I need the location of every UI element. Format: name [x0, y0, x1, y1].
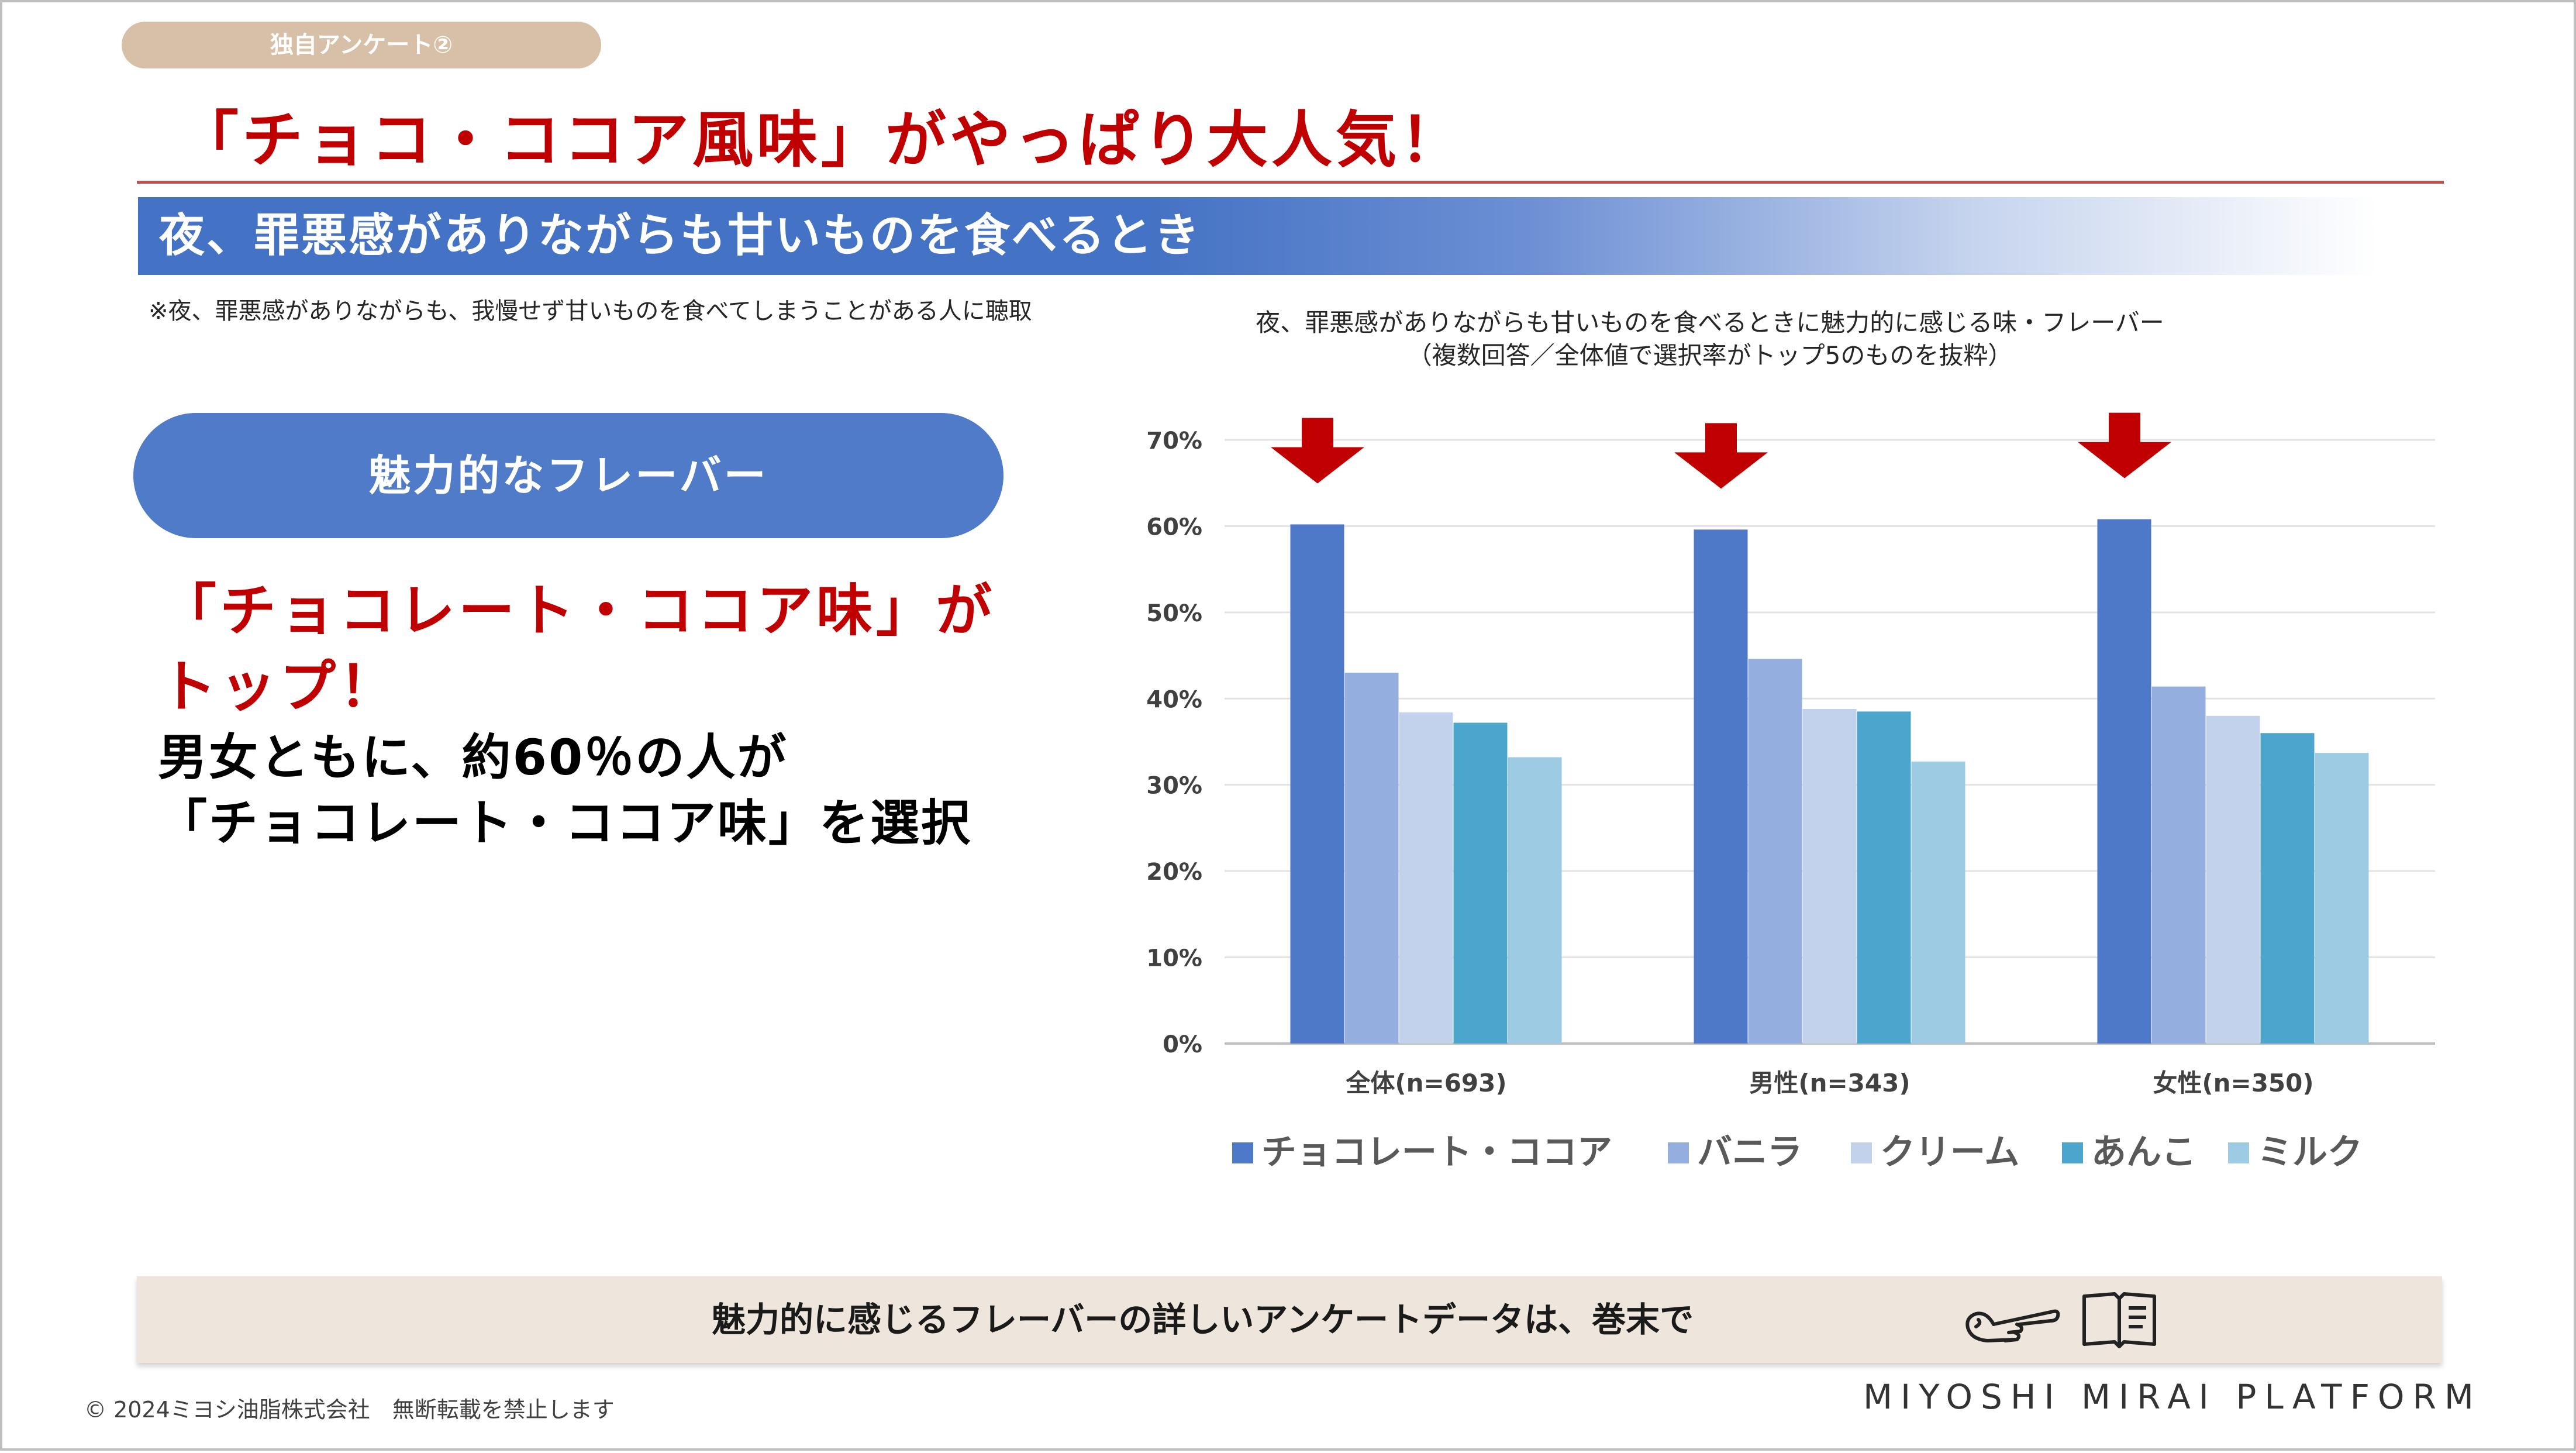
pointing-hand-icon [1965, 1309, 2060, 1342]
legend-label: バニラ [1697, 1132, 1802, 1173]
legend-label: あんこ [2091, 1132, 2196, 1173]
legend-label: チョコレート・ココア [1261, 1132, 1612, 1173]
chart-title: 夜、罪悪感がありながらも甘いものを食べるときに魅力的に感じる味・フレーバー （複… [1195, 307, 2225, 372]
bar [1399, 712, 1453, 1044]
bar [1911, 761, 1965, 1044]
bar [1748, 659, 1802, 1044]
bar [2097, 519, 2151, 1044]
y-tick-label: 70% [1146, 428, 1202, 455]
highlight-arrow [1674, 423, 1768, 489]
legend-swatch [1851, 1142, 1872, 1163]
bar [2260, 733, 2315, 1044]
y-tick-label: 40% [1146, 686, 1202, 713]
open-book-icon [2082, 1292, 2156, 1348]
chart-title-line-1: 夜、罪悪感がありながらも甘いものを食べるときに魅力的に感じる味・フレーバー [1256, 308, 2164, 337]
bar [2206, 715, 2260, 1044]
y-tick-label: 50% [1146, 600, 1202, 627]
y-tick-label: 30% [1146, 773, 1202, 800]
bar [1344, 673, 1399, 1044]
bar [1290, 524, 1344, 1044]
headline-rule [137, 181, 2444, 184]
highlight-arrow [1271, 418, 1364, 484]
bar [2315, 753, 2369, 1044]
survey-note: ※夜、罪悪感がありながらも、我慢せず甘いものを食べてしまうことがある人に聴取 [149, 298, 1032, 325]
bar [1694, 529, 1748, 1044]
y-tick-label: 0% [1163, 1031, 1202, 1058]
legend-label: クリーム [1880, 1132, 2019, 1173]
legend-swatch [1668, 1142, 1689, 1163]
x-tick-label: 全体(n=693) [1345, 1069, 1506, 1097]
y-tick-label: 60% [1146, 514, 1202, 540]
x-tick-label: 女性(n=350) [2153, 1069, 2313, 1097]
flavor-pill: 魅力的なフレーバー [133, 413, 1003, 538]
bottom-callout-text: 魅力的に感じるフレーバーの詳しいアンケートデータは、巻末で [712, 1300, 1694, 1340]
copyright: © 2024ミヨシ油脂株式会社 無断転載を禁止します [84, 1397, 615, 1423]
legend-swatch [1232, 1142, 1253, 1163]
headline-claim: 「チョコレート・ココア味」が トップ！ [160, 573, 1096, 725]
bar [2151, 686, 2206, 1044]
bar [1508, 757, 1562, 1044]
section-tag: 独自アンケート② [122, 22, 601, 68]
support-line-2: 「チョコレート・ココア味」を選択 [158, 794, 973, 852]
subheader-band: 夜、罪悪感がありながらも甘いものを食べるとき [138, 197, 2378, 275]
supporting-claim: 男女ともに、約60％の人が 「チョコレート・ココア味」を選択 [158, 725, 972, 856]
legend-label: ミルク [2257, 1132, 2363, 1173]
highlight-arrow [2078, 412, 2171, 478]
bar [1802, 708, 1857, 1044]
chart-title-line-2: （複数回答／全体値で選択率がトップ5のものを抜粋） [1407, 341, 2013, 370]
legend-swatch [2062, 1142, 2083, 1163]
brand-wordmark: MIYOSHI MIRAI PLATFORM [1863, 1377, 2482, 1417]
legend-swatch [2228, 1142, 2249, 1163]
support-line-1: 男女ともに、約60％の人が [158, 729, 788, 786]
bar [1857, 711, 1911, 1044]
subheader-text: 夜、罪悪感がありながらも甘いものを食べるとき [159, 209, 1202, 262]
y-tick-label: 20% [1146, 859, 1202, 886]
x-tick-label: 男性(n=343) [1749, 1069, 1910, 1097]
y-tick-label: 10% [1146, 945, 1202, 972]
page-headline: 「チョコ・ココア風味」がやっぱり大人気！ [178, 104, 1465, 175]
bar [1453, 722, 1508, 1044]
claim-line-1: 「チョコレート・ココア味」が [160, 578, 995, 643]
claim-line-2: トップ！ [160, 654, 399, 719]
bottom-callout: 魅力的に感じるフレーバーの詳しいアンケートデータは、巻末で [137, 1276, 2442, 1363]
